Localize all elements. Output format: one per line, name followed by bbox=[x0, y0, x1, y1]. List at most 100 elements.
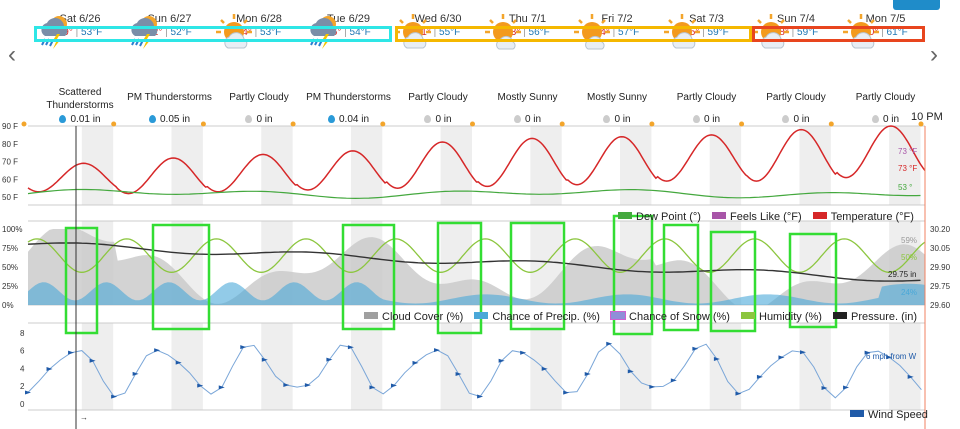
highlight-box-green bbox=[151, 223, 211, 331]
humidity-swatch bbox=[741, 312, 755, 319]
legend-dew-point: Dew Point (°) bbox=[636, 211, 701, 223]
wind-direction-arrow bbox=[649, 384, 656, 389]
day-precip-amount: 0.01 in bbox=[70, 114, 101, 125]
day-low: 53°F bbox=[260, 27, 282, 38]
day-date: Fri 7/2 bbox=[601, 13, 633, 25]
sunrise-marker bbox=[380, 121, 386, 127]
highlight-box-green bbox=[612, 214, 654, 336]
highlight-box-green bbox=[788, 232, 838, 329]
night-shade bbox=[709, 323, 742, 410]
day-precip-amount: 0 in bbox=[256, 114, 273, 125]
precip-end-label: 24% bbox=[901, 288, 917, 297]
day-temps: 84° | 57°F bbox=[594, 27, 640, 38]
temp-y-tick: 50 F bbox=[2, 193, 18, 202]
day-high: 88° bbox=[773, 27, 789, 38]
day-precip: 0 in bbox=[483, 114, 573, 126]
sunrise-marker bbox=[649, 121, 655, 127]
day-precip: 0 in bbox=[393, 114, 483, 126]
top-action-button[interactable] bbox=[893, 0, 940, 10]
night-shade bbox=[81, 323, 114, 410]
precip-area bbox=[28, 282, 925, 305]
day-precip-amount: 0.04 in bbox=[338, 114, 370, 125]
pct-y-tick: 75% bbox=[2, 244, 18, 253]
day-precip: 0.04 in bbox=[304, 114, 394, 126]
sunrise-marker bbox=[918, 121, 924, 127]
wind-y-tick: 4 bbox=[20, 364, 25, 373]
highlight-box-green bbox=[662, 223, 700, 332]
day-condition: Mostly Sunny bbox=[586, 92, 648, 103]
day-condition: Partly Cloudy bbox=[229, 92, 289, 103]
temp-y-tick: 90 F bbox=[2, 122, 18, 131]
cloud-cover-swatch bbox=[364, 312, 378, 319]
temp-y-tick: 60 F bbox=[2, 175, 18, 184]
highlight-box-cyan bbox=[34, 26, 392, 42]
wind-direction-arrow bbox=[434, 348, 441, 353]
rain-drop-icon bbox=[59, 115, 67, 123]
dry-drop-icon bbox=[871, 115, 879, 123]
day-condition: Partly Cloudy bbox=[408, 92, 468, 103]
day-date: Sat 6/26 bbox=[59, 13, 101, 25]
sunrise-marker bbox=[290, 121, 296, 127]
temp-legend: Dew Point (°) Feels Like (°F) Temperatur… bbox=[610, 211, 914, 223]
day-low: 52°F bbox=[170, 27, 192, 38]
next-days-button[interactable]: › bbox=[930, 41, 938, 68]
wind-direction-arrow bbox=[670, 378, 677, 383]
snow-swatch bbox=[610, 311, 627, 320]
rain-drop-icon bbox=[148, 115, 156, 123]
sunrise-marker bbox=[470, 121, 475, 127]
night-shade bbox=[889, 323, 921, 410]
night-shade bbox=[620, 323, 652, 410]
legend-wind: Wind Speed bbox=[868, 409, 928, 421]
dry-drop-icon bbox=[603, 115, 611, 123]
dry-drop-icon bbox=[692, 115, 700, 123]
highlight-box-green bbox=[509, 221, 566, 331]
wind-direction-arrow bbox=[46, 367, 53, 372]
pressure-line bbox=[27, 242, 921, 282]
wind-direction-arrow bbox=[907, 374, 914, 379]
day-temps: 74° | 53°F bbox=[236, 27, 282, 38]
legend-humidity: Humidity (%) bbox=[759, 311, 822, 323]
night-shade bbox=[440, 323, 473, 410]
day-condition: PM Thunderstorms bbox=[127, 92, 212, 103]
day-precip-amount: 0.05 in bbox=[159, 114, 191, 125]
dew-point-end-label: 53 ° bbox=[898, 183, 912, 192]
highlight-box-green bbox=[341, 223, 396, 331]
temperature-swatch bbox=[812, 212, 827, 219]
wind-direction-arrow bbox=[477, 394, 484, 399]
wind-swatch bbox=[850, 410, 864, 417]
sunrise-marker bbox=[200, 121, 206, 127]
precip-swatch bbox=[474, 312, 489, 319]
legend-snow: Chance of Snow (%) bbox=[629, 311, 730, 323]
day-temps: 90° | 61°F bbox=[863, 27, 908, 38]
wind-direction-arrow bbox=[218, 385, 225, 390]
day-high: 81° bbox=[415, 27, 431, 38]
day-temps: 85° | 59°F bbox=[684, 27, 729, 38]
rain-drop-icon bbox=[327, 115, 335, 123]
wind-direction-arrow bbox=[369, 385, 376, 390]
day-low: 57°F bbox=[618, 27, 640, 38]
day-precip-amount: 0 in bbox=[524, 114, 542, 125]
day-date: Mon 7/5 bbox=[865, 13, 906, 25]
wind-speed-line bbox=[27, 343, 922, 399]
wind-direction-arrow bbox=[175, 360, 182, 365]
pct-y-tick: 0% bbox=[2, 301, 14, 310]
legend-temperature: Temperature (°F) bbox=[830, 211, 914, 223]
day-date: Tue 6/29 bbox=[326, 13, 370, 25]
wind-direction-arrow bbox=[390, 383, 397, 388]
wind-y-tick: 0 bbox=[20, 400, 25, 409]
day-column[interactable]: Fri 7/2 84° | 57°F Mostly Sunny 0 in bbox=[572, 12, 662, 126]
mid-legend: Cloud Cover (%) Chance of Precip. (%) Ch… bbox=[356, 311, 917, 323]
pct-y-tick: 50% bbox=[2, 263, 18, 272]
day-precip: 0 in bbox=[662, 114, 752, 126]
temp-y-tick: 80 F bbox=[2, 140, 18, 149]
wind-direction-arrow bbox=[563, 390, 570, 395]
dry-drop-icon bbox=[513, 115, 521, 123]
highlight-box-green bbox=[436, 221, 483, 335]
day-low: 61°F bbox=[886, 27, 908, 38]
wind-direction-arrow bbox=[25, 390, 31, 395]
day-precip: 0.01 in bbox=[35, 114, 125, 126]
night-shade bbox=[261, 323, 293, 410]
prev-days-button[interactable]: ‹ bbox=[8, 41, 16, 68]
